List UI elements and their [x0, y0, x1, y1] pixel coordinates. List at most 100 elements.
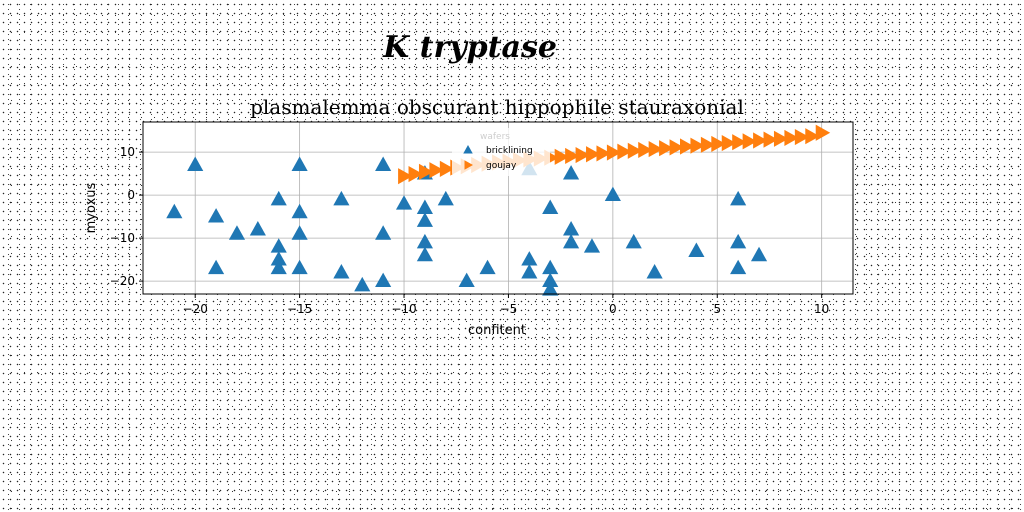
goujay-point — [679, 138, 695, 155]
goujay-point — [554, 148, 570, 165]
legend-label-goujay: goujay — [486, 161, 517, 171]
bricklining-point — [166, 203, 183, 219]
bricklining-point — [604, 186, 621, 202]
bricklining-point — [521, 251, 538, 266]
bricklining-point — [270, 251, 287, 266]
bricklining-point — [688, 242, 705, 257]
bricklining-point — [542, 281, 559, 296]
legend-label-bricklining: bricklining — [486, 146, 533, 156]
goujay-point — [711, 135, 726, 153]
x-axis-label: confitent — [468, 323, 526, 338]
bricklining-point — [416, 246, 433, 262]
bricklining-point — [416, 199, 433, 214]
figure-suptitle: K tryptase — [383, 30, 557, 65]
bricklining-point — [542, 199, 559, 214]
bricklining-point — [542, 259, 559, 275]
bricklining-point — [249, 221, 266, 236]
bricklining-point — [416, 233, 433, 249]
goujay-point — [690, 137, 705, 154]
bricklining-point — [437, 190, 454, 206]
x-tick-label: −5 — [500, 302, 518, 316]
y-tick-label: 10 — [120, 145, 135, 159]
bricklining-point — [730, 259, 747, 275]
legend-box — [452, 128, 550, 176]
goujay-point — [742, 133, 758, 150]
bricklining-point — [354, 276, 371, 292]
bricklining-point — [625, 233, 642, 249]
bricklining-point — [291, 156, 308, 171]
bricklining-point — [730, 233, 747, 249]
chart-title: plasmalemma obscurant hippophile staurax… — [250, 95, 744, 119]
legend-marker-goujay — [464, 160, 473, 170]
bricklining-point — [228, 225, 246, 240]
goujay-point — [638, 141, 653, 159]
bricklining-point — [208, 208, 225, 223]
goujay-point — [732, 134, 747, 151]
goujay-point — [700, 136, 716, 153]
bricklining-point — [375, 225, 392, 240]
goujay-point — [794, 128, 810, 146]
goujay-point — [773, 130, 789, 147]
y-tick-label: 0 — [127, 188, 135, 202]
goujay-point — [439, 160, 455, 177]
bricklining-point — [333, 264, 350, 279]
goujay-point — [669, 139, 684, 156]
x-tick-label: 10 — [814, 302, 829, 316]
bricklining-point — [563, 233, 580, 249]
plot-area-frame — [142, 121, 854, 295]
legend-marker-bricklining — [463, 145, 473, 154]
goujay-point — [784, 129, 799, 146]
goujay-point — [596, 145, 611, 162]
bricklining-point — [291, 203, 308, 219]
goujay-point — [721, 134, 737, 152]
goujay-point — [753, 132, 768, 149]
goujay-point — [648, 141, 664, 158]
goujay-point — [418, 163, 434, 180]
bricklining-point — [291, 225, 308, 240]
x-tick-label: −20 — [183, 302, 208, 316]
goujay-point — [606, 144, 622, 161]
x-tick-label: −15 — [287, 302, 312, 316]
bricklining-point — [270, 259, 287, 275]
goujay-point — [627, 142, 643, 159]
bricklining-point — [270, 238, 287, 253]
bricklining-point — [563, 221, 580, 236]
bricklining-point — [208, 259, 225, 275]
bricklining-point — [583, 238, 601, 253]
y-tick-label: −20 — [110, 274, 135, 288]
bricklining-point — [730, 190, 747, 206]
x-tick-label: −10 — [391, 302, 416, 316]
bricklining-point — [375, 272, 392, 288]
axis-ticks: −20 −15 −10 −5 0 5 10 −20 −10 0 10 — [110, 145, 830, 316]
bricklining-point — [750, 246, 768, 262]
bricklining-point — [187, 156, 204, 171]
bricklining-point — [395, 195, 413, 210]
x-tick-label: 0 — [609, 302, 617, 316]
bricklining-point — [458, 272, 475, 288]
y-axis-label: myoxus — [84, 182, 99, 233]
bricklining-point — [542, 272, 559, 288]
bricklining-point — [563, 165, 580, 180]
goujay-point — [659, 140, 674, 157]
goujay-point — [429, 162, 444, 179]
x-tick-label: 5 — [713, 302, 721, 316]
bricklining-point — [291, 259, 308, 275]
goujay-point — [408, 165, 423, 183]
goujay-point — [815, 124, 831, 141]
bricklining-point — [333, 190, 350, 206]
bricklining-point — [479, 259, 496, 275]
bricklining-point — [416, 212, 433, 227]
goujay-point — [805, 128, 820, 145]
goujay-point — [565, 147, 580, 165]
bricklining-point — [521, 264, 538, 279]
bricklining-point — [646, 264, 663, 279]
y-tick-label: −10 — [110, 231, 135, 245]
goujay-point — [575, 147, 591, 164]
goujay-point — [586, 146, 601, 163]
bricklining-point — [270, 190, 287, 206]
bricklining-point — [375, 156, 392, 171]
goujay-point — [617, 143, 632, 160]
goujay-point — [763, 131, 778, 148]
